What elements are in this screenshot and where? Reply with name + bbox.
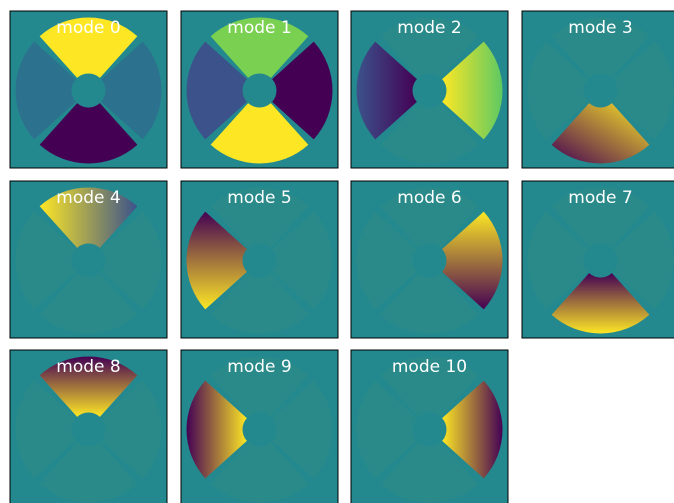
- segment: [15, 41, 76, 140]
- segment: [442, 380, 503, 479]
- segment: [380, 187, 479, 248]
- panel-title: mode 1: [227, 18, 291, 38]
- panel: mode 9: [180, 349, 339, 503]
- panel-frame: [9, 180, 168, 339]
- segment: [39, 17, 138, 78]
- segment: [380, 17, 479, 78]
- segment: [39, 103, 138, 164]
- segment: [356, 380, 417, 479]
- segment: [527, 41, 588, 140]
- segment: [380, 103, 479, 164]
- segment: [356, 211, 417, 310]
- panel: mode 2: [350, 10, 509, 169]
- segment: [39, 273, 138, 334]
- segment: [39, 356, 138, 417]
- panel-title: mode 8: [56, 357, 120, 377]
- panel-frame: [180, 349, 339, 503]
- segment: [380, 273, 479, 334]
- panel-frame: [180, 180, 339, 339]
- panel: mode 7: [521, 180, 674, 339]
- panel-frame: [350, 349, 509, 503]
- panel: mode 5: [180, 180, 339, 339]
- panel-frame: [180, 10, 339, 169]
- segment: [101, 380, 162, 479]
- panel-frame: [521, 10, 674, 169]
- segment: [272, 211, 333, 310]
- panel-title: mode 5: [227, 188, 291, 208]
- segment: [272, 380, 333, 479]
- panel: mode 4: [9, 180, 168, 339]
- panel-title: mode 10: [392, 357, 467, 377]
- segment: [210, 442, 309, 503]
- segment: [356, 41, 417, 140]
- segment: [613, 41, 674, 140]
- panel-title: mode 3: [568, 18, 632, 38]
- segment: [101, 211, 162, 310]
- segment: [15, 211, 76, 310]
- panel-title: mode 2: [397, 18, 461, 38]
- segment: [551, 17, 650, 78]
- segment: [210, 103, 309, 164]
- panel-title: mode 6: [397, 188, 461, 208]
- segment: [39, 442, 138, 503]
- segment: [380, 442, 479, 503]
- segment: [39, 187, 138, 248]
- segment: [186, 211, 247, 310]
- panel-title: mode 7: [568, 188, 632, 208]
- segment: [613, 211, 674, 310]
- panel-frame: [9, 10, 168, 169]
- panel: mode 10: [350, 349, 509, 503]
- panel-title: mode 0: [56, 18, 120, 38]
- segment: [380, 356, 479, 417]
- segment: [442, 41, 503, 140]
- segment: [186, 380, 247, 479]
- panel-frame: [521, 180, 674, 339]
- segment: [210, 356, 309, 417]
- segment: [15, 380, 76, 479]
- segment: [186, 41, 247, 140]
- panel: mode 6: [350, 180, 509, 339]
- panel-title: mode 9: [227, 357, 291, 377]
- segment: [210, 273, 309, 334]
- panel-title: mode 4: [56, 188, 120, 208]
- panel-frame: [350, 180, 509, 339]
- segment: [551, 103, 650, 164]
- panel: mode 3: [521, 10, 674, 169]
- panel-frame: [350, 10, 509, 169]
- segment: [551, 273, 650, 334]
- segment: [101, 41, 162, 140]
- panel: mode 8: [9, 349, 168, 503]
- segment: [551, 187, 650, 248]
- panel-frame: [9, 349, 168, 503]
- segment: [210, 187, 309, 248]
- segment: [527, 211, 588, 310]
- panel: mode 0: [9, 10, 168, 169]
- segment: [442, 211, 503, 310]
- panel: mode 1: [180, 10, 339, 169]
- segment: [210, 17, 309, 78]
- segment: [272, 41, 333, 140]
